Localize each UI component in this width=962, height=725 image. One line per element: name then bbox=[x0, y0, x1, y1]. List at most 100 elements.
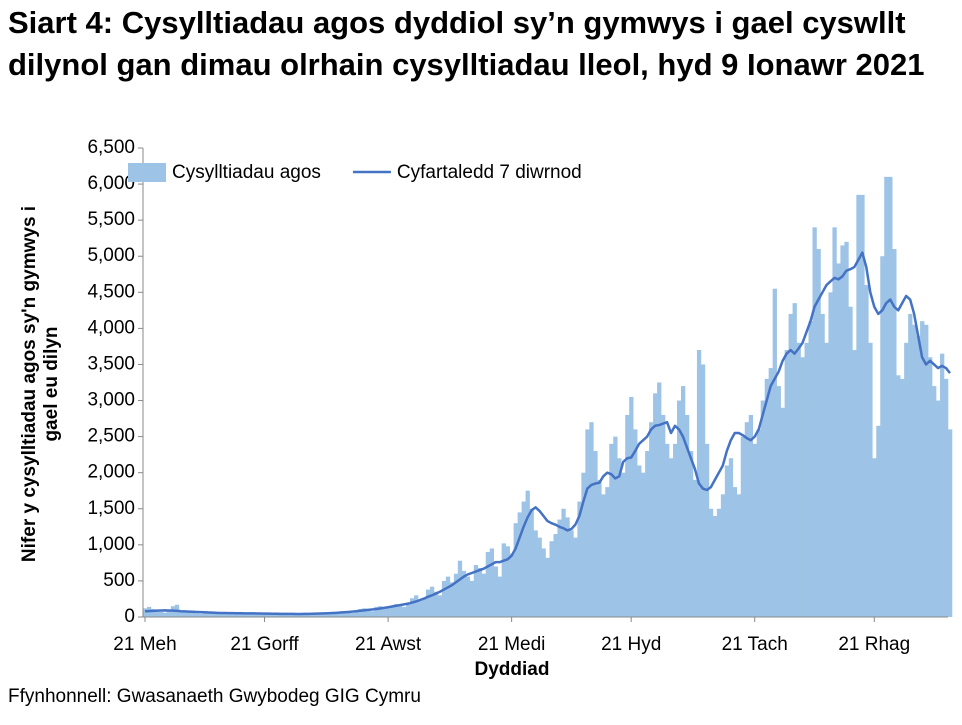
source: Ffynhonnell: Gwasanaeth Gwybodeg GIG Cym… bbox=[8, 686, 421, 707]
y-tick-label: 4,000 bbox=[87, 317, 135, 338]
bar bbox=[629, 396, 634, 617]
bar bbox=[509, 553, 514, 617]
bar bbox=[258, 613, 263, 617]
y-tick-label: 1,000 bbox=[87, 534, 135, 555]
bar bbox=[214, 613, 220, 617]
bar bbox=[489, 548, 494, 617]
y-tick-label: 2,500 bbox=[87, 426, 135, 447]
x-tick-label: 21 Awst bbox=[355, 634, 422, 655]
bar bbox=[780, 407, 785, 617]
bar bbox=[577, 501, 582, 617]
y-tick-label: 500 bbox=[103, 570, 135, 591]
bar bbox=[497, 576, 502, 617]
x-tick-label: 21 Gorff bbox=[230, 634, 299, 655]
bar bbox=[529, 508, 534, 617]
bar bbox=[533, 530, 538, 617]
bar bbox=[413, 595, 419, 617]
y-tick-label: 5,500 bbox=[87, 209, 135, 230]
bar bbox=[390, 605, 395, 617]
legend-label: Cyfartaledd 7 diwrnod bbox=[397, 162, 582, 183]
bar bbox=[736, 494, 742, 617]
bar bbox=[728, 458, 734, 617]
bar bbox=[178, 610, 184, 617]
bar bbox=[744, 422, 750, 617]
bar bbox=[940, 353, 945, 617]
bar bbox=[832, 227, 837, 617]
bar bbox=[453, 573, 459, 617]
y-axis-label-group: Nifer y cysylltiadau agos sy'n gymwys i … bbox=[19, 206, 62, 562]
bar bbox=[824, 342, 829, 617]
bar bbox=[238, 613, 243, 617]
bar bbox=[920, 321, 925, 617]
bar bbox=[310, 614, 315, 617]
bar bbox=[358, 609, 363, 617]
bar bbox=[625, 414, 630, 617]
bar bbox=[708, 508, 714, 617]
bar bbox=[764, 378, 769, 617]
bar bbox=[429, 586, 435, 617]
bar bbox=[712, 515, 718, 617]
legend-label: Cysylltiadau agos bbox=[172, 162, 321, 183]
bar bbox=[521, 501, 526, 617]
bar bbox=[669, 458, 674, 617]
bar bbox=[601, 494, 606, 617]
bar bbox=[282, 614, 287, 617]
bar bbox=[210, 612, 216, 617]
bar bbox=[856, 194, 861, 617]
bar bbox=[924, 324, 929, 617]
bar bbox=[441, 580, 447, 617]
bar bbox=[501, 543, 506, 617]
bar bbox=[661, 414, 666, 617]
bar bbox=[382, 609, 387, 617]
bar bbox=[557, 519, 562, 617]
bar bbox=[545, 557, 550, 617]
bar bbox=[704, 443, 710, 617]
bar bbox=[700, 364, 706, 617]
bar bbox=[680, 386, 686, 617]
bar bbox=[836, 263, 841, 617]
bar bbox=[888, 176, 893, 617]
y-tick-label: 2,000 bbox=[87, 462, 135, 483]
bar bbox=[605, 487, 610, 617]
bar bbox=[222, 613, 227, 617]
legend-swatch bbox=[128, 163, 166, 182]
bar bbox=[366, 609, 371, 617]
bar bbox=[477, 567, 483, 617]
bar bbox=[262, 614, 267, 617]
bar bbox=[617, 458, 622, 617]
bar bbox=[294, 614, 299, 617]
bar bbox=[776, 386, 781, 617]
bar bbox=[816, 249, 821, 617]
bar bbox=[772, 288, 777, 617]
bar bbox=[896, 375, 901, 617]
bar bbox=[469, 580, 475, 617]
bar bbox=[410, 598, 415, 617]
bar bbox=[716, 508, 722, 617]
bar bbox=[828, 292, 833, 617]
bar bbox=[302, 613, 307, 617]
bar bbox=[621, 472, 626, 617]
bar bbox=[609, 443, 614, 617]
y-tick-label: 3,500 bbox=[87, 353, 135, 374]
bar bbox=[266, 614, 271, 617]
bar bbox=[800, 357, 805, 617]
bar bbox=[860, 194, 865, 617]
bar bbox=[597, 479, 602, 617]
bar bbox=[421, 598, 427, 617]
bar bbox=[226, 614, 231, 617]
x-tick-label: 21 Rhag bbox=[838, 634, 910, 655]
bar bbox=[298, 613, 303, 617]
bar bbox=[246, 614, 251, 617]
bar bbox=[306, 614, 311, 617]
bar bbox=[649, 422, 654, 617]
bar bbox=[724, 465, 730, 617]
bar bbox=[692, 479, 698, 617]
bar bbox=[872, 458, 877, 617]
bar bbox=[338, 611, 343, 617]
bar bbox=[433, 591, 439, 617]
bar bbox=[908, 313, 913, 617]
bar bbox=[876, 425, 881, 617]
bar bbox=[916, 335, 921, 617]
bar bbox=[485, 552, 491, 617]
